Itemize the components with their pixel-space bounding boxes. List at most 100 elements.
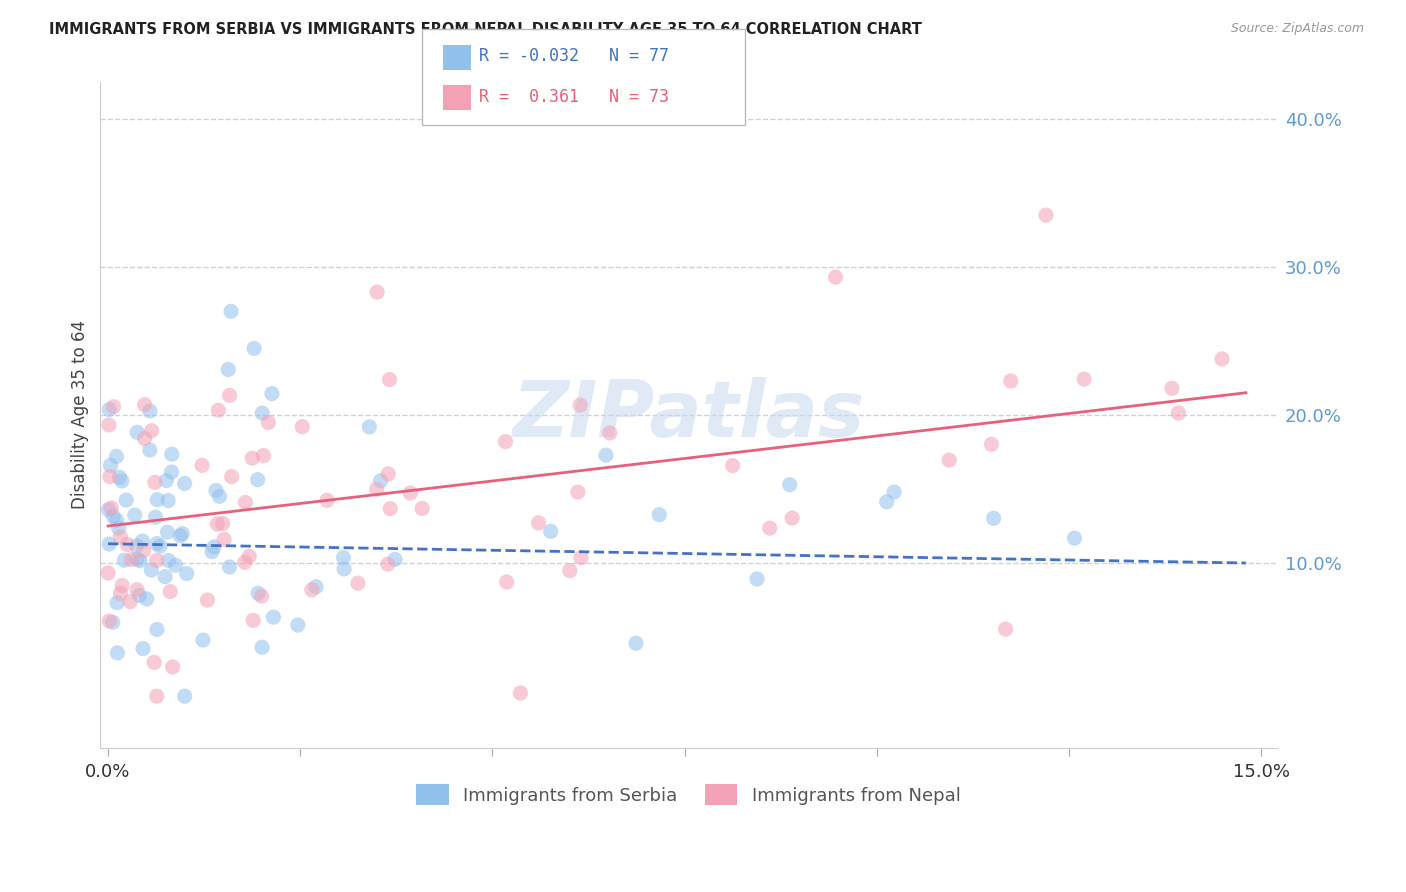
Point: [132, 543, 155, 558]
Point: [160, 465, 183, 479]
Point: [143, 475, 166, 490]
Point: [173, 690, 195, 704]
Point: [107, 521, 129, 535]
Point: [624, 636, 647, 650]
Point: [145, 690, 167, 704]
Point: [399, 486, 422, 500]
Point: [110, 586, 132, 600]
Point: [98, 614, 121, 628]
Point: [157, 493, 180, 508]
Point: [221, 469, 243, 483]
Point: [155, 474, 177, 488]
Point: [143, 656, 166, 670]
Point: [160, 447, 183, 461]
Point: [100, 500, 122, 515]
Text: Source: ZipAtlas.com: Source: ZipAtlas.com: [1230, 22, 1364, 36]
Point: [131, 534, 153, 549]
Point: [128, 589, 150, 603]
Point: [132, 641, 155, 656]
Point: [202, 540, 225, 554]
Point: [112, 553, 135, 567]
Y-axis label: Disability Age 35 to 64: Disability Age 35 to 64: [72, 320, 89, 509]
Point: [370, 474, 392, 488]
Point: [127, 425, 149, 440]
Point: [599, 425, 621, 440]
Point: [252, 449, 274, 463]
Point: [1167, 406, 1189, 420]
Point: [111, 578, 134, 592]
Point: [495, 434, 517, 449]
Point: [527, 516, 550, 530]
Point: [207, 516, 229, 531]
Point: [291, 419, 314, 434]
Point: [100, 458, 122, 473]
Point: [117, 537, 139, 551]
Point: [110, 530, 132, 544]
Point: [97, 417, 120, 432]
Point: [250, 640, 273, 655]
Point: [120, 552, 142, 566]
Point: [1035, 208, 1057, 222]
Point: [378, 372, 401, 386]
Point: [247, 586, 270, 600]
Point: [983, 511, 1005, 525]
Point: [97, 502, 120, 516]
Point: [567, 485, 589, 500]
Point: [994, 622, 1017, 636]
Point: [240, 451, 263, 466]
Point: [120, 595, 142, 609]
Point: [125, 582, 148, 597]
Point: [218, 388, 240, 402]
Point: [411, 501, 433, 516]
Text: R =  0.361   N = 73: R = 0.361 N = 73: [479, 88, 669, 106]
Point: [359, 420, 381, 434]
Point: [105, 596, 128, 610]
Point: [883, 485, 905, 500]
Point: [141, 424, 163, 438]
Point: [287, 618, 309, 632]
Point: [558, 564, 581, 578]
Point: [876, 495, 898, 509]
Point: [191, 633, 214, 648]
Point: [758, 521, 780, 535]
Point: [595, 448, 617, 462]
Point: [938, 453, 960, 467]
Point: [745, 572, 768, 586]
Point: [377, 557, 399, 571]
Point: [238, 549, 260, 564]
Point: [101, 615, 124, 630]
Point: [176, 566, 198, 581]
Point: [146, 536, 169, 550]
Point: [219, 304, 242, 318]
Point: [111, 474, 134, 488]
Point: [218, 560, 240, 574]
Legend: Immigrants from Serbia, Immigrants from Nepal: Immigrants from Serbia, Immigrants from …: [409, 777, 967, 813]
Point: [779, 477, 801, 491]
Point: [211, 516, 233, 531]
Point: [124, 508, 146, 522]
Point: [257, 416, 280, 430]
Point: [129, 554, 152, 568]
Point: [250, 406, 273, 420]
Point: [305, 580, 328, 594]
Point: [208, 489, 231, 503]
Point: [384, 552, 406, 566]
Point: [103, 509, 125, 524]
Point: [1063, 531, 1085, 545]
Point: [242, 613, 264, 627]
Point: [540, 524, 562, 539]
Point: [250, 589, 273, 603]
Point: [157, 553, 180, 567]
Point: [333, 562, 356, 576]
Point: [201, 544, 224, 558]
Point: [648, 508, 671, 522]
Point: [301, 582, 323, 597]
Text: R = -0.032   N = 77: R = -0.032 N = 77: [479, 47, 669, 65]
Point: [377, 467, 399, 481]
Point: [217, 362, 239, 376]
Point: [380, 501, 402, 516]
Point: [207, 403, 229, 417]
Point: [115, 493, 138, 508]
Point: [246, 473, 269, 487]
Point: [212, 533, 235, 547]
